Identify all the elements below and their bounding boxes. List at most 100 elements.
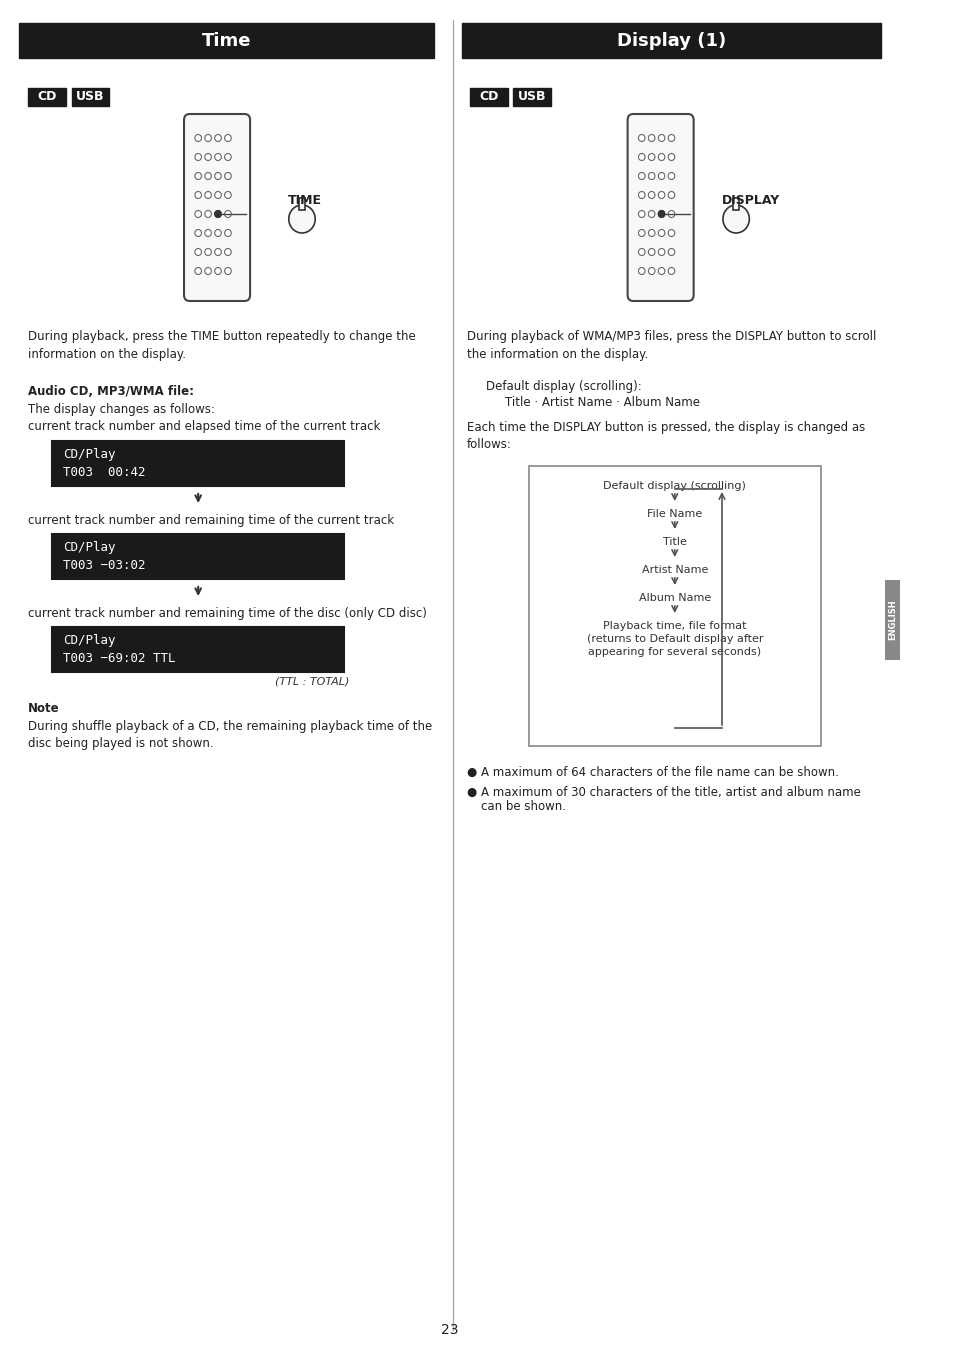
Circle shape (214, 248, 221, 255)
Circle shape (658, 154, 664, 161)
Circle shape (638, 248, 644, 255)
Circle shape (214, 135, 221, 142)
Bar (884, 580, 900, 660)
Circle shape (224, 135, 231, 142)
Circle shape (667, 154, 674, 161)
Text: USB: USB (76, 90, 105, 104)
Circle shape (194, 230, 201, 236)
Circle shape (205, 135, 212, 142)
Text: ENGLISH: ENGLISH (887, 599, 897, 640)
Text: During shuffle playback of a CD, the remaining playback time of the
disc being p: During shuffle playback of a CD, the rem… (29, 720, 432, 751)
Text: (returns to Default display after: (returns to Default display after (586, 634, 762, 644)
Circle shape (648, 267, 655, 274)
Circle shape (205, 230, 212, 236)
Circle shape (289, 205, 314, 234)
Circle shape (648, 230, 655, 236)
Circle shape (658, 230, 664, 236)
Circle shape (214, 267, 221, 274)
Text: Audio CD, MP3/WMA file:: Audio CD, MP3/WMA file: (29, 385, 194, 398)
Bar (51, 441, 344, 486)
Text: T003  00:42: T003 00:42 (63, 466, 146, 479)
Circle shape (648, 173, 655, 180)
Text: current track number and remaining time of the current track: current track number and remaining time … (29, 514, 394, 526)
Circle shape (214, 230, 221, 236)
Text: Display (1): Display (1) (617, 32, 726, 50)
Circle shape (667, 267, 674, 274)
Circle shape (658, 211, 664, 217)
Circle shape (658, 135, 664, 142)
Text: Default display (scrolling):: Default display (scrolling): (485, 379, 641, 393)
Circle shape (205, 173, 212, 180)
Circle shape (224, 211, 231, 217)
Circle shape (205, 267, 212, 274)
Text: T003 −03:02: T003 −03:02 (63, 559, 146, 572)
Text: CD: CD (478, 90, 498, 104)
Circle shape (648, 135, 655, 142)
Text: ● A maximum of 30 characters of the title, artist and album name: ● A maximum of 30 characters of the titl… (467, 786, 861, 799)
Text: File Name: File Name (646, 509, 701, 518)
Circle shape (638, 154, 644, 161)
Circle shape (194, 248, 201, 255)
Circle shape (194, 211, 201, 217)
Text: Note: Note (29, 702, 60, 716)
Circle shape (722, 205, 748, 234)
Circle shape (214, 192, 221, 198)
Bar (71, 88, 110, 107)
Circle shape (658, 211, 664, 217)
Bar (299, 198, 305, 211)
FancyBboxPatch shape (627, 113, 693, 301)
Circle shape (658, 267, 664, 274)
Circle shape (205, 192, 212, 198)
Circle shape (638, 211, 644, 217)
Text: TIME: TIME (288, 193, 321, 207)
Circle shape (224, 230, 231, 236)
Circle shape (638, 230, 644, 236)
Circle shape (194, 192, 201, 198)
Bar (51, 535, 344, 579)
Text: current track number and remaining time of the disc (only CD disc): current track number and remaining time … (29, 608, 427, 620)
Bar (513, 88, 551, 107)
Circle shape (667, 230, 674, 236)
Text: CD/Play: CD/Play (63, 448, 115, 460)
Text: USB: USB (517, 90, 546, 104)
Bar (51, 626, 344, 672)
Circle shape (205, 154, 212, 161)
Circle shape (214, 154, 221, 161)
Circle shape (194, 135, 201, 142)
Text: Playback time, file format: Playback time, file format (602, 621, 746, 630)
Circle shape (648, 154, 655, 161)
Text: can be shown.: can be shown. (481, 801, 566, 813)
Circle shape (194, 267, 201, 274)
Circle shape (214, 211, 221, 217)
Circle shape (648, 192, 655, 198)
Text: (TTL : TOTAL): (TTL : TOTAL) (274, 676, 349, 687)
Text: Artist Name: Artist Name (641, 566, 707, 575)
Circle shape (638, 135, 644, 142)
Circle shape (638, 267, 644, 274)
Circle shape (667, 173, 674, 180)
Text: Time: Time (201, 32, 251, 50)
Bar (733, 198, 739, 211)
Text: Default display (scrolling): Default display (scrolling) (602, 481, 745, 491)
Text: T003 −69:02 TTL: T003 −69:02 TTL (63, 652, 175, 666)
Text: During playback of WMA/MP3 files, press the DISPLAY button to scroll
the informa: During playback of WMA/MP3 files, press … (467, 329, 876, 360)
Circle shape (667, 135, 674, 142)
Circle shape (194, 173, 201, 180)
Circle shape (224, 173, 231, 180)
Circle shape (648, 211, 655, 217)
Text: Title · Artist Name · Album Name: Title · Artist Name · Album Name (504, 396, 700, 409)
Circle shape (224, 248, 231, 255)
Text: Title: Title (662, 537, 686, 547)
Bar (470, 88, 507, 107)
Circle shape (205, 211, 212, 217)
Bar (29, 88, 66, 107)
Text: The display changes as follows:
current track number and elapsed time of the cur: The display changes as follows: current … (29, 404, 380, 433)
Circle shape (638, 173, 644, 180)
Text: appearing for several seconds): appearing for several seconds) (588, 647, 760, 657)
Circle shape (667, 248, 674, 255)
Circle shape (658, 192, 664, 198)
Bar (462, 23, 881, 58)
Circle shape (194, 154, 201, 161)
Circle shape (224, 267, 231, 274)
Text: 23: 23 (441, 1323, 458, 1336)
